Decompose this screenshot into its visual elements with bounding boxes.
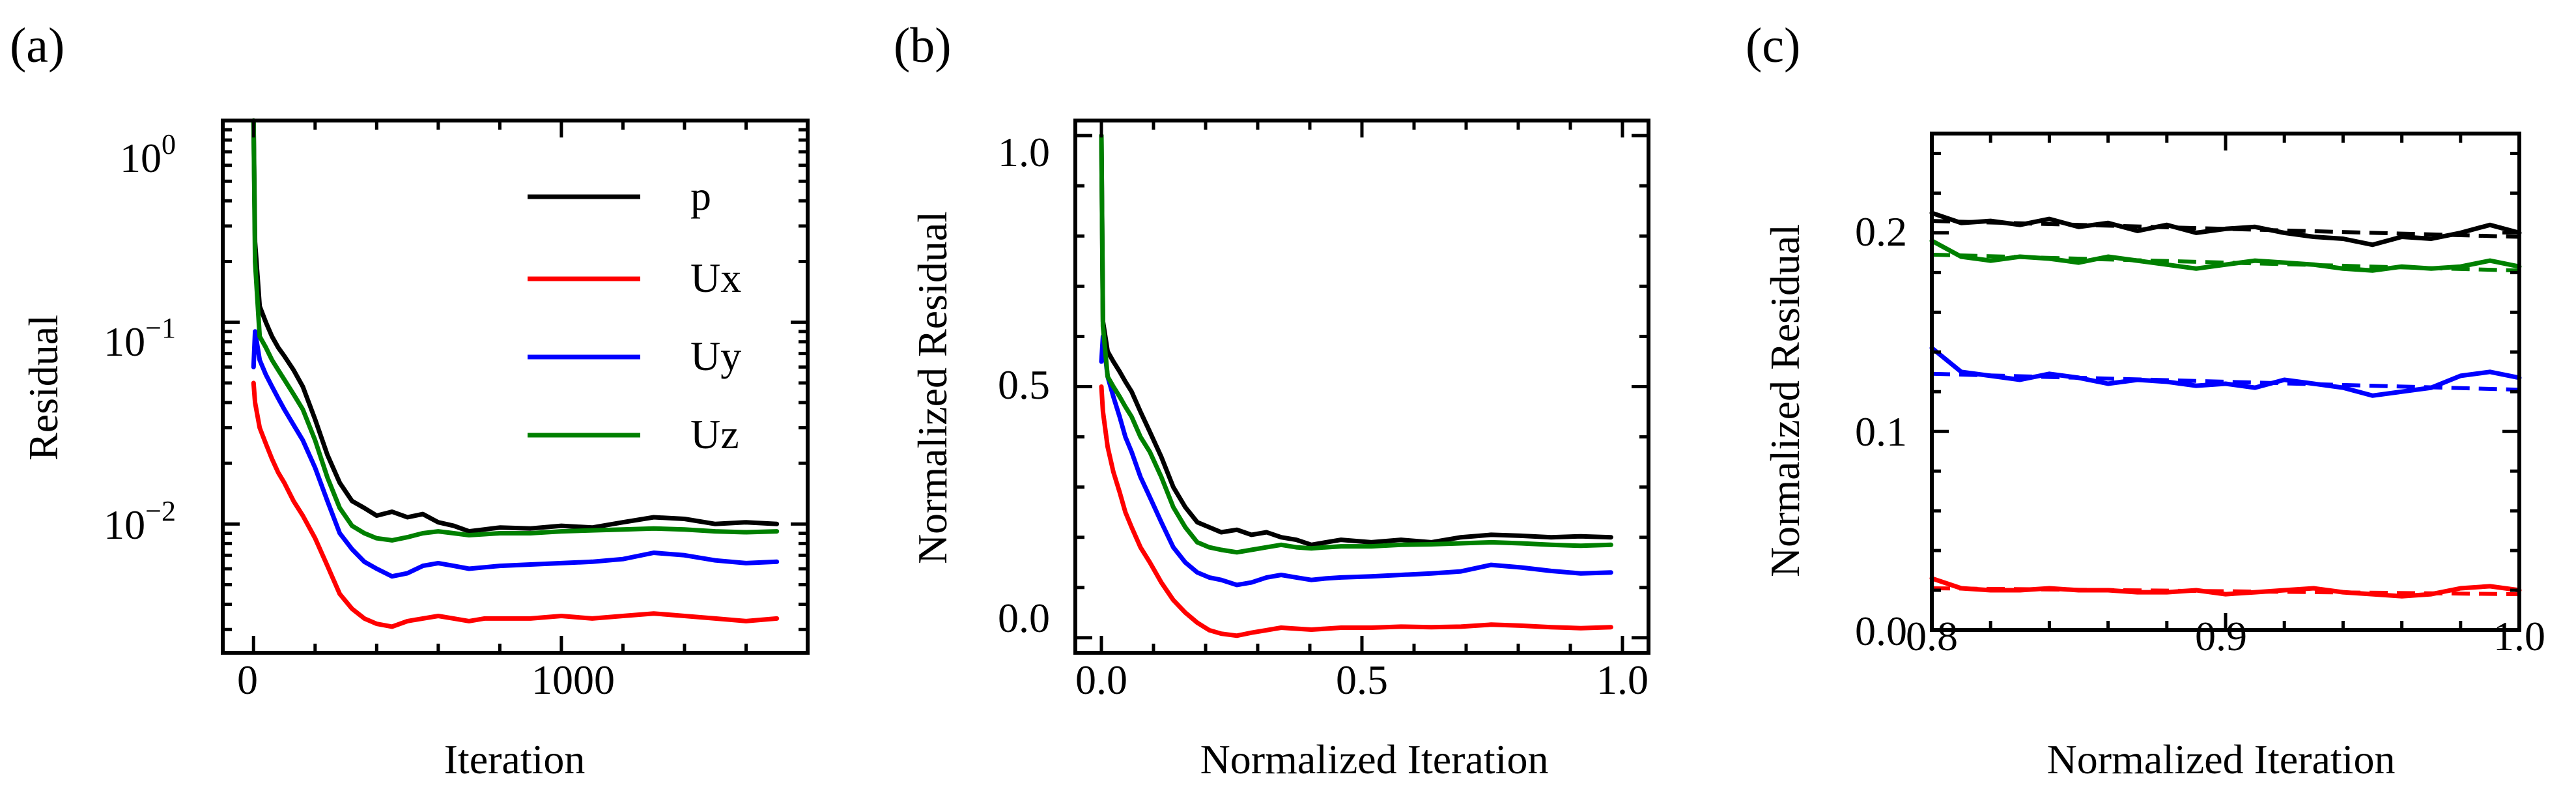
series-p <box>251 118 780 534</box>
series-uz <box>1099 133 1613 555</box>
x-axis-label: Iteration <box>444 736 586 782</box>
legend-label-uz: Uz <box>690 411 739 457</box>
series-uy <box>1099 334 1613 588</box>
x-tick-label: 0 <box>237 657 258 703</box>
series-uz-trend <box>1931 252 2520 273</box>
panel-b: (b) Normalized Residual Normalized Itera… <box>894 18 1650 782</box>
y-tick-label: 10−1 <box>104 312 176 365</box>
y-axis-label: Residual <box>20 315 66 461</box>
y-axis-label: Normalized Residual <box>1762 224 1808 577</box>
x-tick-label: 0.5 <box>1336 657 1388 703</box>
panel-label: (a) <box>10 18 64 73</box>
x-tick-label: 1000 <box>531 657 615 703</box>
x-tick-label: 0.9 <box>2195 613 2247 659</box>
y-axis-label: Normalized Residual <box>909 211 955 564</box>
panel-label: (b) <box>894 18 952 73</box>
panel-c: (c) Normalized Residual Normalized Itera… <box>1746 18 2545 782</box>
series-ux-trend <box>1931 586 2520 597</box>
y-tick-label: 0.0 <box>998 595 1050 641</box>
series-p <box>1929 210 2522 248</box>
plot-frame <box>1073 119 1650 655</box>
panel-label: (c) <box>1746 18 1800 73</box>
y-tick-label: 0.5 <box>998 362 1050 408</box>
y-tick-label: 100 <box>120 128 176 181</box>
series-uy-trend <box>1931 371 2520 392</box>
legend: p Ux Uy Uz <box>528 173 741 457</box>
series-p-trend <box>1931 219 2520 239</box>
y-tick-label: 0.2 <box>1855 208 1907 255</box>
y-tick-label: 0.0 <box>1855 608 1907 654</box>
series-ux <box>251 380 780 629</box>
plot-frame <box>221 119 810 655</box>
plot-frame <box>1930 132 2521 632</box>
legend-label-p: p <box>690 173 711 219</box>
x-tick-label: 0.0 <box>1075 657 1127 703</box>
panel-a: (a) Residual Iteration 0 1000 100 10−1 1… <box>10 18 810 782</box>
legend-label-ux: Ux <box>690 255 741 301</box>
series-p <box>1099 133 1613 547</box>
y-tick-label: 1.0 <box>998 129 1050 175</box>
series-uz <box>251 118 780 543</box>
y-tick-label: 0.1 <box>1855 408 1907 455</box>
x-tick-label: 1.0 <box>1596 657 1649 703</box>
series-ux <box>1099 384 1613 638</box>
x-axis-label: Normalized Iteration <box>2047 736 2396 782</box>
legend-label-uy: Uy <box>690 333 741 379</box>
series-uy <box>251 329 780 579</box>
x-axis-label: Normalized Iteration <box>1200 736 1549 782</box>
y-tick-label: 10−2 <box>104 495 176 548</box>
